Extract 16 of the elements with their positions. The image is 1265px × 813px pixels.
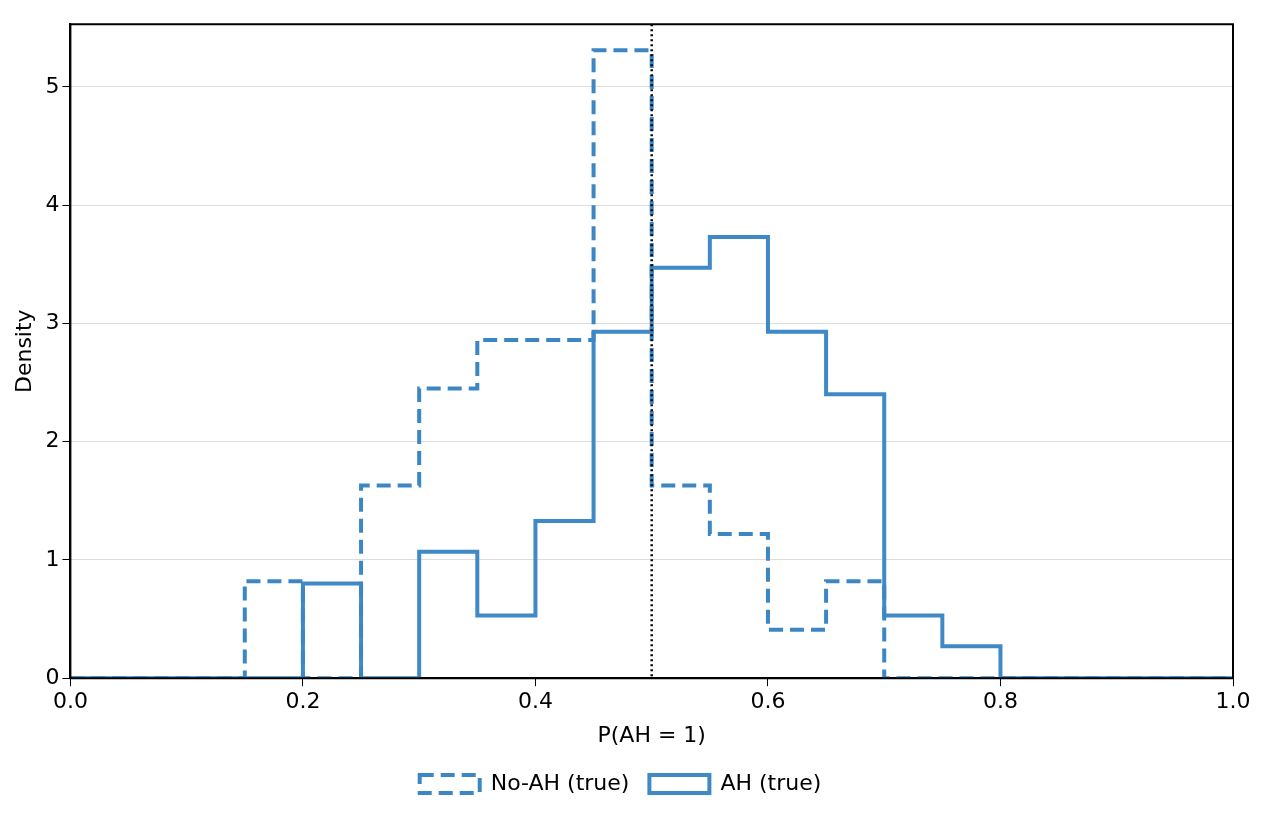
y-tick-label: 2 xyxy=(45,427,60,453)
legend-label: No-AH (true) xyxy=(490,769,630,795)
x-tick-label: 1.0 xyxy=(1215,688,1251,714)
x-tick-label: 0.0 xyxy=(52,688,88,714)
x-tick-label: 0.8 xyxy=(982,688,1018,714)
y-tick-label: 3 xyxy=(45,309,60,335)
x-tick-label: 0.6 xyxy=(750,688,786,714)
y-tick-label: 4 xyxy=(45,190,60,216)
x-axis-title: P(AH = 1) xyxy=(597,721,706,747)
y-tick-label: 0 xyxy=(45,663,60,689)
x-tick-label: 0.2 xyxy=(285,688,321,714)
y-tick-label: 5 xyxy=(45,72,60,98)
legend-label: AH (true) xyxy=(720,769,822,795)
x-tick-label: 0.4 xyxy=(517,688,553,714)
y-axis-title: Density xyxy=(10,309,36,394)
y-tick-label: 1 xyxy=(45,545,60,571)
